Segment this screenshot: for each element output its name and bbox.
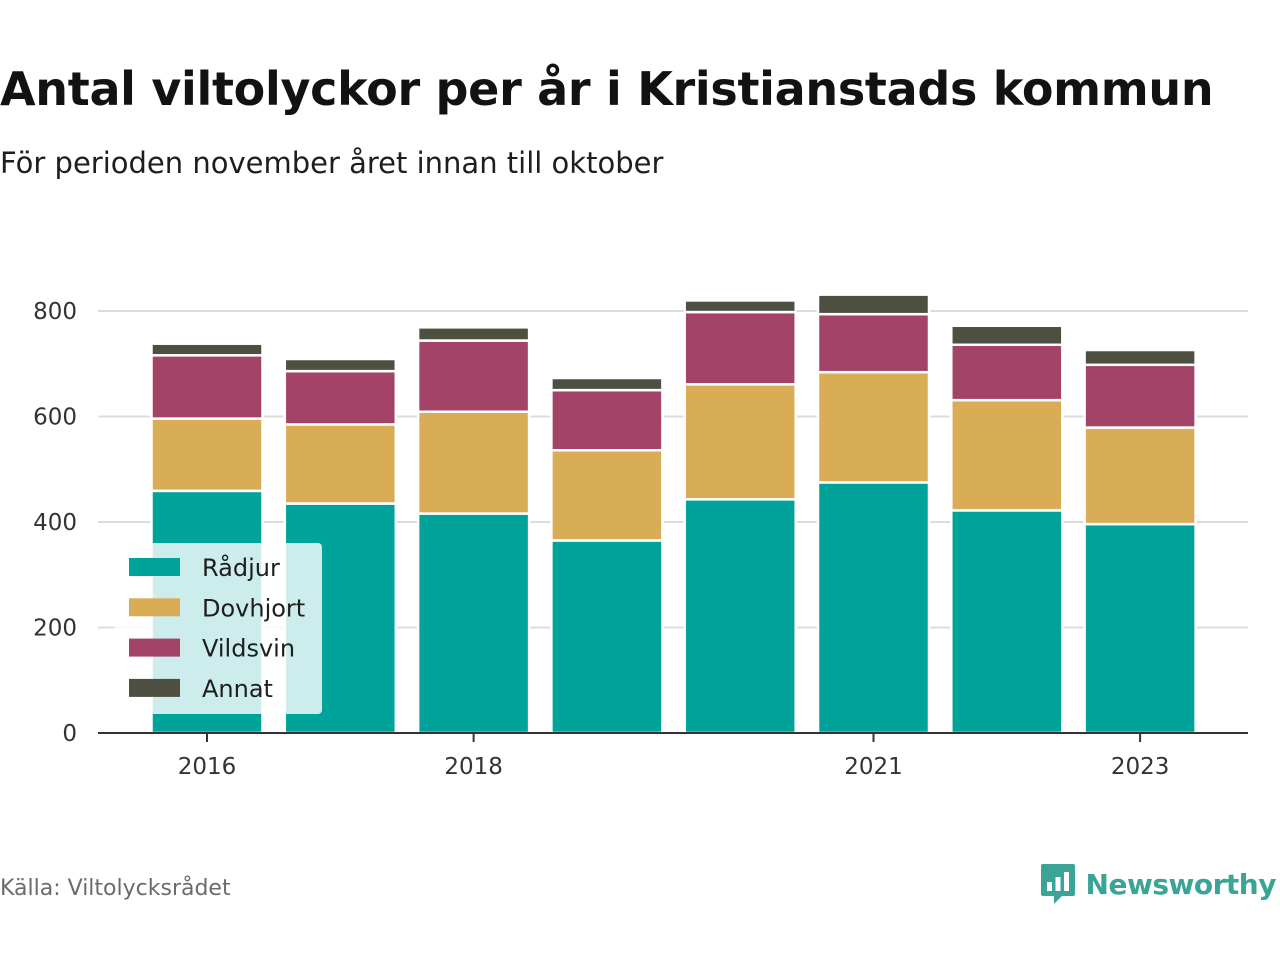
bar-segment-annat	[550, 376, 664, 392]
bar-segment-dovhjort	[283, 423, 398, 505]
x-axis-ticks: 2016 2018 2021 2023	[178, 733, 1170, 780]
bar-segment-rådjur	[416, 512, 531, 735]
bar-segment-annat	[150, 342, 264, 357]
y-tick-label: 200	[33, 616, 77, 642]
x-tick-label: 2018	[444, 754, 503, 780]
brand-logo[interactable]: Newsworthy	[1040, 862, 1277, 906]
bar-segment-dovhjort	[816, 370, 931, 484]
bar-segment-annat	[1083, 348, 1197, 367]
bar-stack	[816, 293, 931, 735]
bar-segment-vildsvin	[283, 369, 398, 426]
bar-segment-dovhjort	[150, 417, 264, 493]
bar-segment-dovhjort	[1083, 426, 1197, 526]
bar-segment-dovhjort	[683, 383, 797, 501]
bar-segment-dovhjort	[550, 449, 664, 542]
brand-name: Newsworthy	[1085, 867, 1277, 901]
bar-segment-vildsvin	[550, 388, 664, 452]
bar-segment-vildsvin	[683, 310, 797, 386]
bar-segment-dovhjort	[416, 410, 531, 515]
bar-segment-rådjur	[550, 539, 664, 735]
legend-label[interactable]: Vildsvin	[202, 635, 295, 663]
legend: Rådjur Dovhjort Vildsvin Annat	[114, 543, 322, 714]
bar-segment-rådjur	[683, 498, 797, 735]
stacked-bar-chart: 0 200 400 600 800 2016 2018 2021 2023 Rådjur Dov…	[33, 293, 1248, 780]
legend-swatch-annat	[129, 678, 180, 697]
x-tick-label: 2023	[1111, 754, 1170, 780]
bar-segment-annat	[683, 299, 797, 314]
y-tick-label: 800	[33, 299, 77, 325]
y-axis-ticks: 0 200 400 600 800	[33, 299, 77, 747]
bar-segment-vildsvin	[416, 339, 531, 414]
bar-stack	[550, 376, 664, 735]
y-tick-label: 0	[62, 721, 77, 747]
legend-box	[114, 543, 322, 714]
bar-segment-annat	[416, 326, 531, 342]
y-tick-label: 400	[33, 510, 77, 536]
bar-stack	[283, 357, 398, 735]
source-note: Källa: Viltolycksrådet	[0, 876, 231, 901]
bar-segment-rådjur	[1083, 522, 1197, 735]
legend-swatch-dovhjort	[129, 598, 180, 617]
chart-subtitle: För perioden november året innan till ok…	[0, 146, 664, 180]
bar-segment-rådjur	[816, 481, 931, 735]
bar-segment-dovhjort	[950, 398, 1064, 512]
legend-label[interactable]: Dovhjort	[202, 594, 305, 622]
bar-segment-vildsvin	[150, 354, 264, 420]
bar-segment-annat	[283, 357, 398, 373]
legend-swatch-vildsvin	[129, 638, 180, 657]
x-tick-label: 2016	[178, 754, 237, 780]
bar-segment-annat	[816, 293, 931, 316]
bar-segment-annat	[950, 324, 1064, 347]
bar-segment-rådjur	[950, 509, 1064, 735]
x-tick-label: 2021	[844, 754, 903, 780]
bar-stack	[416, 326, 531, 735]
bar-segment-vildsvin	[816, 312, 931, 374]
bar-stack	[683, 299, 797, 735]
legend-label[interactable]: Rådjur	[202, 553, 280, 582]
legend-label[interactable]: Annat	[202, 675, 273, 703]
bar-segment-vildsvin	[1083, 363, 1197, 429]
chart-title: Antal viltolyckor per år i Kristianstads…	[0, 62, 1214, 116]
y-tick-label: 600	[33, 405, 77, 431]
legend-swatch-rådjur	[129, 558, 180, 576]
bar-segment-vildsvin	[950, 343, 1064, 402]
bar-stack	[950, 324, 1064, 735]
bar-stack	[1083, 348, 1197, 735]
newsworthy-logo-icon	[1040, 864, 1075, 904]
